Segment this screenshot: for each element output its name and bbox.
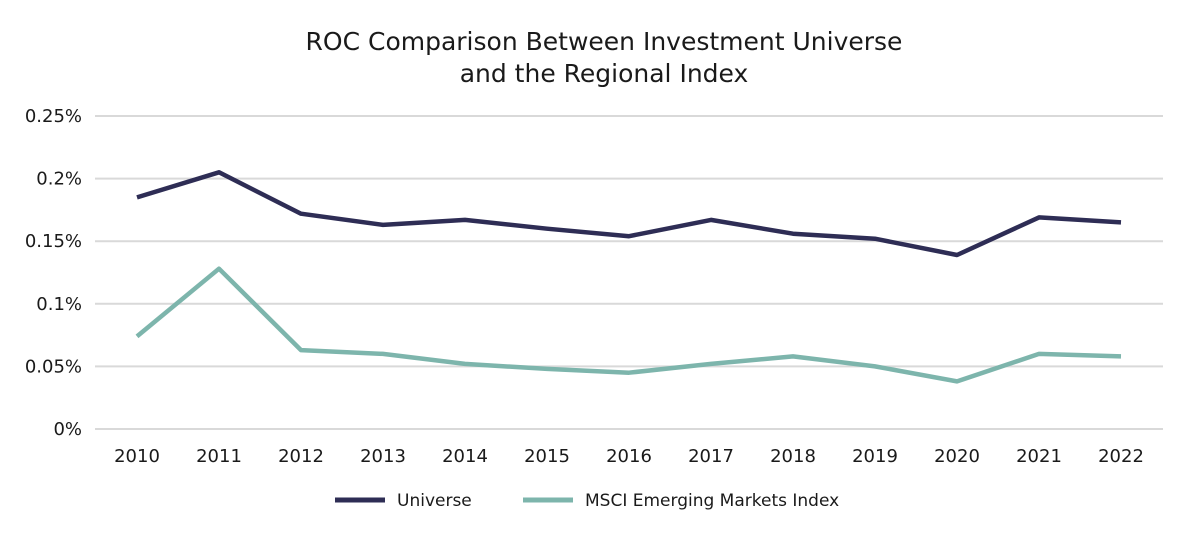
series-lines <box>135 170 1122 384</box>
y-tick-label: 0.2% <box>36 169 82 190</box>
gridlines <box>95 115 1163 430</box>
y-tick-label: 0.25% <box>25 106 82 127</box>
y-tick-label: 0.15% <box>25 231 82 252</box>
x-tick-label: 2020 <box>934 446 980 467</box>
x-tick-label: 2013 <box>360 446 406 467</box>
legend-label: Universe <box>397 491 472 511</box>
chart-title: ROC Comparison Between Investment Univer… <box>306 27 903 88</box>
y-tick-label: 0.1% <box>36 294 82 315</box>
x-tick-label: 2015 <box>524 446 570 467</box>
y-axis-ticks: 0% 0.05% 0.1% 0.15% 0.2% 0.25% <box>25 106 82 440</box>
series-line-msci-emerging-markets <box>135 266 1122 384</box>
chart-title-line-1: ROC Comparison Between Investment Univer… <box>306 27 903 56</box>
x-tick-label: 2022 <box>1098 446 1144 467</box>
legend: Universe MSCI Emerging Markets Index <box>335 491 839 511</box>
x-axis-ticks: 2010 2011 2012 2013 2014 2015 2016 2017 2018 2019… <box>114 446 1144 467</box>
x-tick-label: 2021 <box>1016 446 1062 467</box>
chart-title-line-2: and the Regional Index <box>460 59 749 88</box>
x-tick-label: 2017 <box>688 446 734 467</box>
x-tick-label: 2011 <box>196 446 242 467</box>
y-tick-label: 0% <box>53 419 82 440</box>
series-line-universe <box>136 170 1122 258</box>
y-tick-label: 0.05% <box>25 356 82 377</box>
x-tick-label: 2014 <box>442 446 488 467</box>
x-tick-label: 2018 <box>770 446 816 467</box>
legend-label: MSCI Emerging Markets Index <box>585 491 839 511</box>
x-tick-label: 2012 <box>278 446 324 467</box>
x-tick-label: 2016 <box>606 446 652 467</box>
x-tick-label: 2019 <box>852 446 898 467</box>
x-tick-label: 2010 <box>114 446 160 467</box>
